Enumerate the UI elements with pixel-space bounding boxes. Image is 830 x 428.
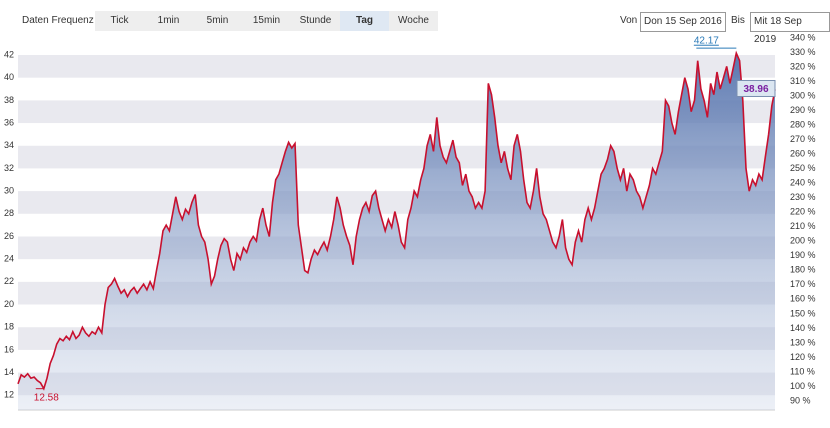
- max-label: 42.17: [694, 36, 719, 47]
- grid-band: [18, 55, 775, 78]
- y2-tick-label: 200 %: [790, 236, 816, 246]
- y2-tick-label: 310 %: [790, 76, 816, 86]
- y2-tick-label: 340 %: [790, 32, 816, 42]
- line: [17, 50, 776, 391]
- y2-tick-label: 250 %: [790, 163, 816, 173]
- y-tick-label: 14: [4, 367, 14, 377]
- y2-tick-label: 260 %: [790, 149, 816, 159]
- frequency-button[interactable]: Woche: [389, 11, 438, 31]
- y-tick-label: 28: [4, 208, 14, 218]
- y-tick-label: 30: [4, 185, 14, 195]
- y2-tick-label: 300 %: [790, 90, 816, 100]
- grid-band: [18, 327, 775, 350]
- y2-tick-label: 220 %: [790, 207, 816, 217]
- y2-tick-label: 170 %: [790, 279, 816, 289]
- from-date[interactable]: Don 15 Sep 2016: [640, 12, 726, 32]
- y2-tick-label: 180 %: [790, 265, 816, 275]
- y2-tick-label: 190 %: [790, 250, 816, 260]
- y2-tick-label: 90 %: [790, 395, 811, 405]
- y2-tick-label: 160 %: [790, 294, 816, 304]
- grid-band: [18, 100, 775, 124]
- last-value-label: 38.96: [743, 84, 768, 95]
- min-label: 12.58: [34, 392, 59, 403]
- y-tick-label: 20: [4, 299, 14, 309]
- frequency-button[interactable]: Tag: [340, 11, 389, 31]
- y2-tick-label: 280 %: [790, 119, 816, 129]
- from-label: Von: [620, 15, 638, 26]
- y2-tick-label: 110 %: [790, 366, 815, 376]
- y-tick-label: 40: [4, 72, 14, 82]
- y-tick-label: 32: [4, 163, 14, 173]
- y-tick-label: 36: [4, 117, 14, 127]
- y-tick-label: 16: [4, 344, 14, 354]
- y2-tick-label: 230 %: [790, 192, 816, 202]
- grid-band: [18, 372, 775, 396]
- frequency-label: Daten Frequenz: [22, 15, 94, 26]
- y-tick-label: 24: [4, 254, 14, 264]
- to-label: Bis: [731, 15, 745, 26]
- y2-tick-label: 150 %: [790, 308, 816, 318]
- area: [18, 53, 775, 410]
- y-tick-label: 38: [4, 95, 14, 105]
- frequency-button[interactable]: Tick: [95, 11, 144, 31]
- y-tick-label: 22: [4, 276, 14, 286]
- frequency-button[interactable]: 15min: [242, 11, 291, 31]
- y2-tick-label: 290 %: [790, 105, 816, 115]
- y-tick-label: 26: [4, 231, 14, 241]
- y2-tick-label: 330 %: [790, 47, 816, 57]
- y2-tick-label: 100 %: [790, 381, 816, 391]
- last-value-box: [736, 79, 776, 97]
- y2-tick-label: 130 %: [790, 337, 816, 347]
- grid-band: [18, 191, 775, 214]
- grid-band: [18, 281, 775, 305]
- y2-tick-label: 240 %: [790, 178, 816, 188]
- y2-tick-label: 320 %: [790, 61, 816, 71]
- grid-band: [18, 145, 775, 169]
- y2-tick-label: 120 %: [790, 352, 816, 362]
- frequency-button[interactable]: 5min: [193, 11, 242, 31]
- y-tick-label: 12: [4, 390, 14, 400]
- grid-band: [18, 236, 775, 260]
- y-tick-label: 34: [4, 140, 14, 150]
- frequency-button[interactable]: 1min: [144, 11, 193, 31]
- frequency-button[interactable]: Stunde: [291, 11, 340, 31]
- y-tick-label: 42: [4, 49, 14, 59]
- y2-tick-label: 270 %: [790, 134, 816, 144]
- y-tick-label: 18: [4, 322, 14, 332]
- y2-tick-label: 140 %: [790, 323, 816, 333]
- to-date[interactable]: Mit 18 Sep 2019: [750, 12, 830, 45]
- y2-tick-label: 210 %: [790, 221, 816, 231]
